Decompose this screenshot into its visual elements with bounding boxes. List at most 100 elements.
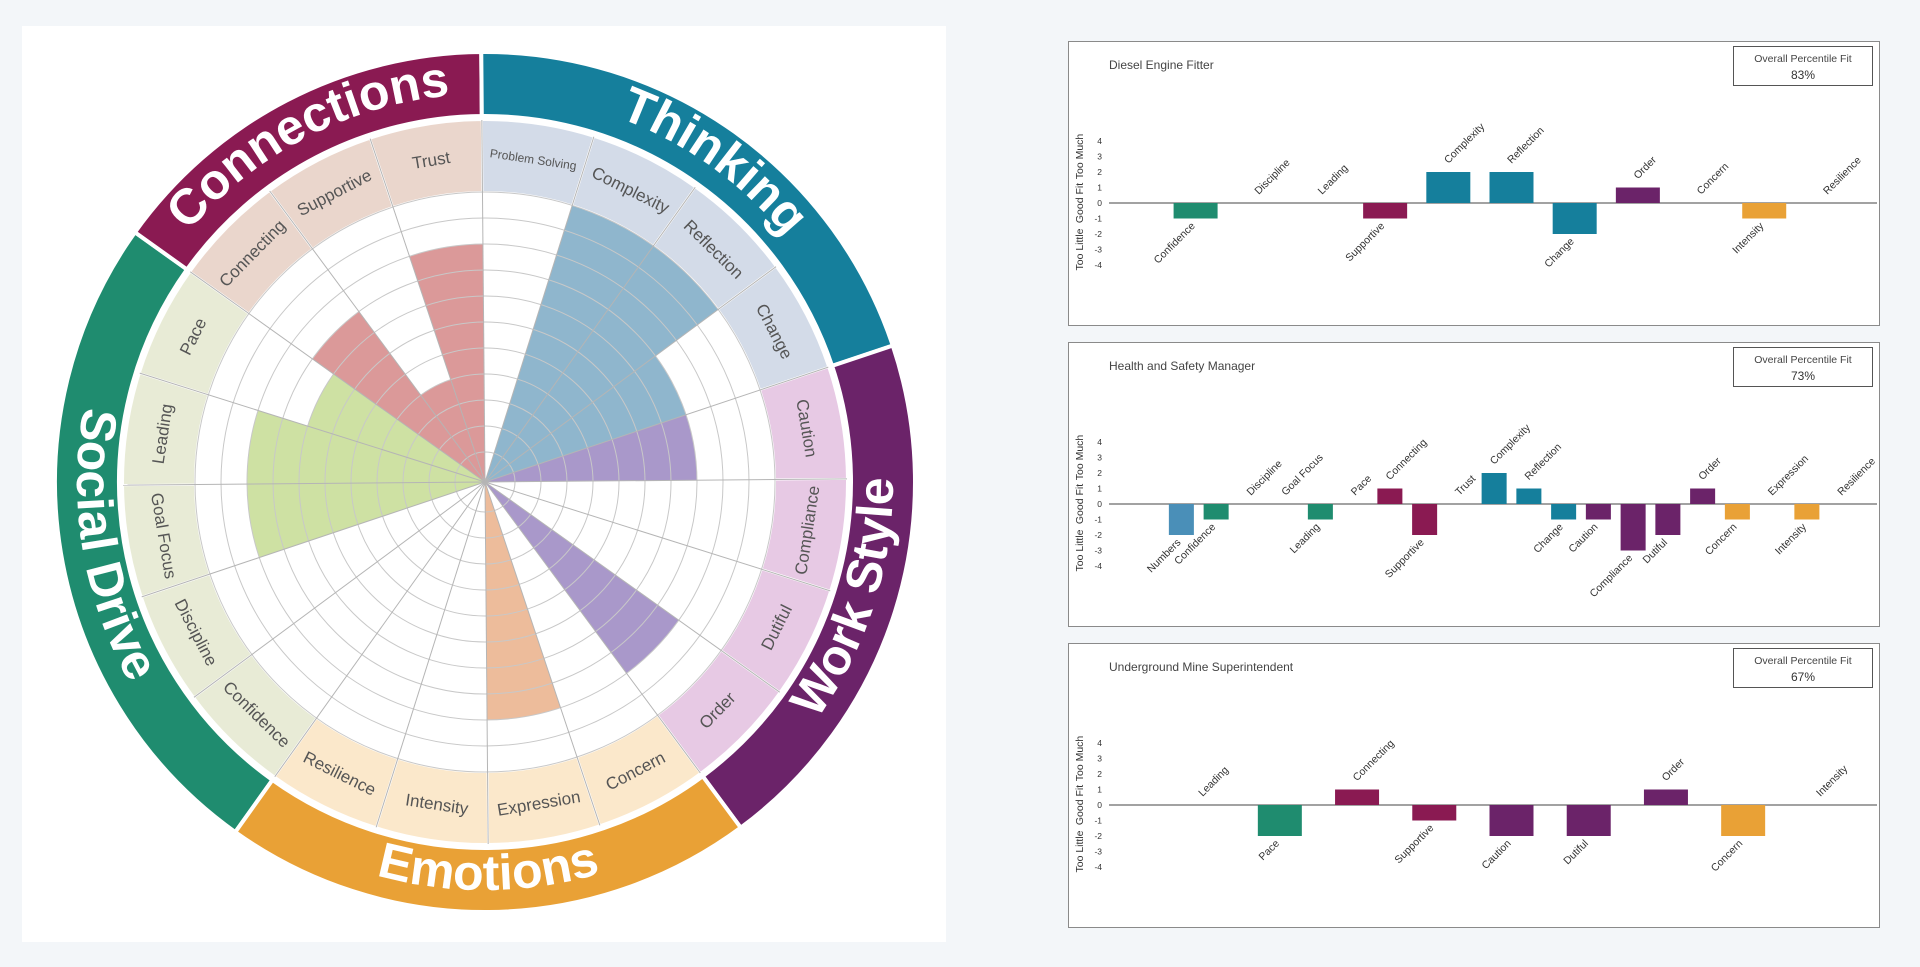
category-label: Concern: [1709, 838, 1746, 875]
y-tick-label: 1: [1097, 183, 1102, 193]
wheel-spoke-line: [375, 481, 486, 828]
wheel-ring-line: [272, 269, 698, 695]
category-label: Dutiful: [1561, 838, 1591, 868]
y-axis-zone-label: Too Little: [1074, 830, 1086, 872]
bar-supportive: [1412, 504, 1438, 535]
bar-change: [1551, 504, 1577, 520]
bar-concern: [1724, 504, 1750, 520]
wheel-spoke-line: [269, 190, 486, 483]
bar-supportive: [1412, 805, 1457, 821]
wheel-ring-line: [376, 373, 594, 591]
bar-change: [1552, 203, 1597, 234]
category-label: Goal Focus: [1279, 452, 1325, 498]
category-label: Caution: [1480, 838, 1514, 872]
overall-fit-label: Overall Percentile Fit: [1754, 354, 1852, 366]
wheel-ring-line: [220, 217, 750, 747]
wheel-value-wedge-expression: [485, 482, 561, 720]
overall-fit-box: Overall Percentile Fit 73%: [1733, 347, 1873, 387]
y-tick-label: 0: [1097, 499, 1102, 509]
bar-complexity: [1481, 473, 1507, 504]
wheel-value-wedge-goal-focus: [247, 482, 485, 558]
y-tick-label: -3: [1094, 245, 1102, 255]
y-tick-label: 0: [1097, 198, 1102, 208]
bar-connecting: [1335, 789, 1380, 805]
bar-dutiful: [1566, 805, 1611, 836]
wheel-spoke-line: [274, 481, 486, 778]
y-tick-label: 4: [1097, 437, 1102, 447]
category-label: Change: [1542, 236, 1577, 271]
role-fit-bar-chart: 4 3 2 1 0 -1 -2 -3 -4 Too Much Good Fit Too Little L…: [1074, 736, 1877, 875]
y-axis-zone-label: Too Much: [1074, 435, 1086, 481]
overall-fit-value: 67%: [1790, 670, 1816, 684]
bar-confidence: [1173, 203, 1218, 219]
panel-title: Diesel Engine Fitter: [1109, 58, 1214, 72]
wheel-ring-line: [324, 321, 646, 643]
overall-fit-value: 83%: [1790, 68, 1816, 82]
category-label: Change: [1531, 521, 1566, 556]
y-tick-label: -4: [1094, 260, 1102, 270]
category-label: Leading: [1196, 764, 1231, 799]
category-label: Discipline: [1245, 458, 1285, 498]
category-label: Order: [1696, 455, 1724, 483]
y-tick-label: -1: [1094, 816, 1102, 826]
category-label: Connecting: [1351, 737, 1397, 783]
bar-numbers: [1168, 504, 1194, 535]
wheel-spoke-line: [139, 372, 486, 483]
category-label: Reflection: [1505, 125, 1547, 167]
wheel-ring-line: [298, 295, 672, 669]
wheel-spoke-line: [123, 481, 486, 486]
bar-complexity: [1426, 172, 1471, 203]
category-label: Concern: [1695, 160, 1732, 197]
wheel-value-wedge-connecting: [312, 311, 485, 482]
category-label: Compliance: [1588, 552, 1636, 600]
bar-pace: [1257, 805, 1302, 836]
overall-fit-box: Overall Percentile Fit 83%: [1733, 46, 1873, 86]
category-label: Leading: [1316, 162, 1351, 197]
bar-caution: [1489, 805, 1534, 836]
wheel-spoke-line: [369, 138, 486, 483]
bar-leading: [1307, 504, 1333, 520]
wheel-spoke-line: [189, 271, 486, 483]
category-label: Resilience: [1835, 455, 1878, 498]
bar-intensity: [1794, 504, 1820, 520]
panel-title: Underground Mine Superintendent: [1109, 660, 1294, 674]
role-fit-panel-underground-mine-superintendent: 4 3 2 1 0 -1 -2 -3 -4 Too Much Good Fit Too Little L…: [1068, 643, 1880, 928]
wheel-ring-line: [402, 399, 568, 565]
wheel-spoke-line: [484, 366, 829, 483]
wheel-spoke-line: [484, 481, 489, 844]
bar-caution: [1585, 504, 1611, 520]
category-label: Intensity: [1814, 762, 1851, 799]
wheel-value-wedge-change: [485, 355, 687, 482]
bar-reflection: [1489, 172, 1534, 203]
wheel-value-wedge-order: [485, 482, 679, 674]
category-label: Supportive: [1383, 537, 1427, 581]
bar-order: [1643, 789, 1688, 805]
bar-order: [1615, 187, 1660, 203]
bar-compliance: [1620, 504, 1646, 551]
role-fit-bar-chart: 4 3 2 1 0 -1 -2 -3 -4 Too Much Good Fit Too Little C…: [1074, 120, 1877, 271]
y-axis-zone-label: Too Much: [1074, 134, 1086, 180]
role-fit-panel-diesel-engine-fitter: 4 3 2 1 0 -1 -2 -3 -4 Too Much Good Fit Too Little C…: [1068, 41, 1880, 326]
category-label: Complexity: [1442, 120, 1488, 166]
wheel-spoke-line: [484, 478, 847, 483]
y-axis-zone-label: Too Much: [1074, 736, 1086, 782]
overall-fit-box: Overall Percentile Fit 67%: [1733, 648, 1873, 688]
bar-connecting: [1377, 488, 1403, 504]
y-tick-label: 3: [1097, 754, 1102, 764]
y-axis-zone-label: Good Fit: [1074, 183, 1086, 223]
category-label: Caution: [1566, 521, 1600, 555]
bar-concern: [1721, 805, 1766, 836]
category-label: Resilience: [1821, 154, 1864, 197]
category-label: Order: [1631, 154, 1659, 182]
y-tick-label: 4: [1097, 738, 1102, 748]
category-label: Order: [1660, 756, 1688, 784]
category-label: Trust: [1453, 473, 1478, 498]
category-label: Intensity: [1730, 220, 1767, 257]
bar-confidence: [1203, 504, 1229, 520]
personality-wheel-panel: Confidence Discipline Goal Focus Leading Pac…: [22, 26, 946, 942]
wheel-value-wedge-reflection: [485, 245, 719, 482]
category-label: Supportive: [1392, 822, 1436, 866]
y-tick-label: -4: [1094, 862, 1102, 872]
